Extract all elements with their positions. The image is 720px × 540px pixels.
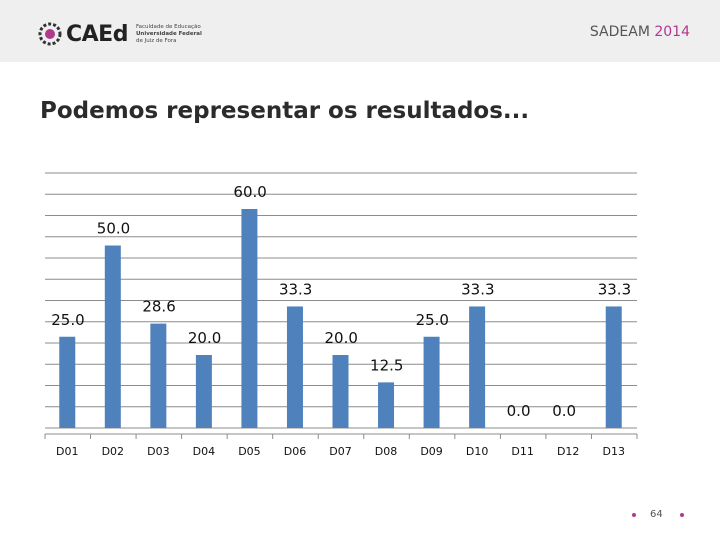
data-label-d05: 60.0 — [233, 183, 266, 201]
data-label-d10: 33.3 — [461, 280, 494, 298]
bar-d08 — [378, 382, 395, 428]
footer-dot-right — [680, 513, 684, 517]
bar-d10 — [469, 306, 486, 428]
data-label-d04: 20.0 — [188, 329, 221, 347]
x-tick-label-d02: D02 — [102, 445, 124, 458]
data-label-d02: 50.0 — [97, 220, 130, 238]
logo-line-2: Universidade Federal — [135, 30, 202, 37]
x-tick-label-d04: D04 — [193, 445, 215, 458]
x-tick-label-d07: D07 — [329, 445, 351, 458]
x-tick-label-d13: D13 — [602, 445, 624, 458]
bar-d09 — [423, 336, 440, 428]
data-label-d09: 25.0 — [416, 311, 449, 329]
data-label-d12: 0.0 — [552, 402, 576, 420]
data-label-d08: 12.5 — [370, 356, 403, 374]
page-number: 64 — [650, 509, 663, 520]
bar-d03 — [150, 323, 167, 428]
x-tick-label-d05: D05 — [238, 445, 260, 458]
bar-d01 — [59, 336, 76, 428]
data-label-d07: 20.0 — [325, 329, 358, 347]
bar-d05 — [241, 209, 258, 428]
logo-line-3: de Juiz de Fora — [135, 37, 177, 44]
bar-d07 — [332, 355, 349, 428]
bar-d06 — [286, 306, 303, 428]
x-tick-label-d10: D10 — [466, 445, 488, 458]
header-bar: CAEd Faculdade de Educação Universidade … — [0, 0, 720, 62]
bar-d13 — [605, 306, 622, 428]
slide-title: Podemos representar os resultados... — [40, 98, 530, 124]
x-tick-label-d06: D06 — [284, 445, 306, 458]
caed-logo: CAEd Faculdade de Educação Universidade … — [38, 20, 202, 48]
badge-name: SADEAM — [589, 24, 650, 40]
footer-dot-left — [632, 513, 636, 517]
logo-text: CAEd — [66, 21, 128, 47]
x-tick-label-d12: D12 — [557, 445, 579, 458]
data-label-d01: 25.0 — [51, 311, 84, 329]
x-tick-label-d11: D11 — [511, 445, 533, 458]
program-badge: SADEAM 2014 — [590, 24, 690, 40]
caed-logo-icon — [38, 22, 62, 46]
bar-d04 — [195, 355, 212, 428]
badge-year: 2014 — [654, 24, 690, 40]
logo-line-1: Faculdade de Educação — [135, 23, 201, 30]
logo-subtitle: Faculdade de Educação Universidade Feder… — [136, 24, 202, 45]
bar-d02 — [104, 245, 121, 428]
data-label-d06: 33.3 — [279, 280, 312, 298]
data-label-d11: 0.0 — [507, 402, 531, 420]
x-tick-label-d09: D09 — [420, 445, 442, 458]
x-tick-label-d01: D01 — [56, 445, 78, 458]
data-label-d03: 28.6 — [142, 298, 175, 316]
data-label-d13: 33.3 — [598, 280, 631, 298]
x-tick-label-d03: D03 — [147, 445, 169, 458]
x-tick-label-d08: D08 — [375, 445, 397, 458]
